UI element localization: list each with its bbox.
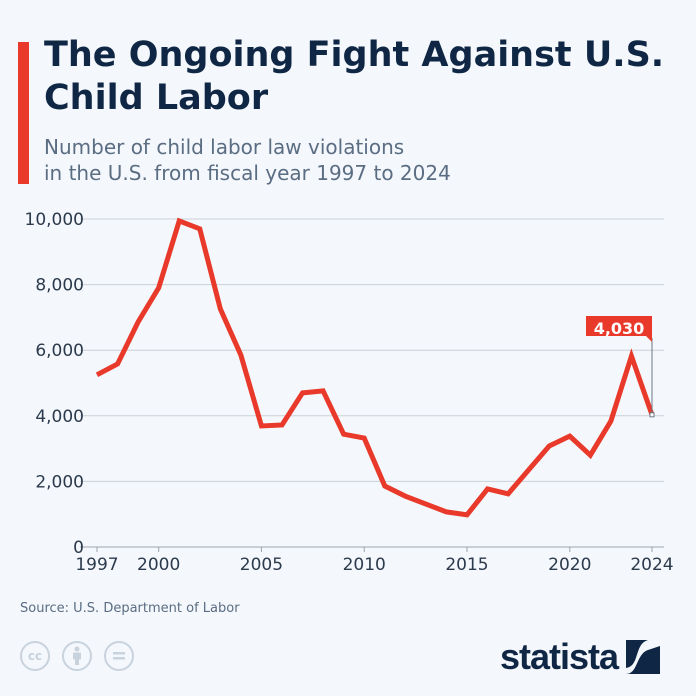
logo-text: statista <box>500 636 619 677</box>
annotation-marker <box>649 412 655 418</box>
y-tick-label: 0 <box>73 538 84 558</box>
series-line <box>95 217 655 518</box>
x-tick-label: 2005 <box>240 555 283 575</box>
y-tick-label: 4,000 <box>35 407 84 427</box>
annotation-badge <box>586 316 652 342</box>
subtitle: Number of child labor law violations in … <box>44 134 451 186</box>
x-tick-label: 2010 <box>343 555 386 575</box>
no-derivatives-icon[interactable] <box>104 641 134 671</box>
x-tick-label: 2020 <box>548 555 591 575</box>
y-tick-label: 6,000 <box>35 341 84 361</box>
x-tick-label: 2024 <box>630 555 673 575</box>
attribution-icon[interactable] <box>62 641 92 671</box>
x-tick-label: 2015 <box>445 555 488 575</box>
source-note: Source: U.S. Department of Labor <box>20 601 240 616</box>
subtitle-line-1: Number of child labor law violations <box>44 135 405 159</box>
statista-logo[interactable]: statista <box>500 636 661 678</box>
x-tick-label: 1997 <box>75 555 118 575</box>
page-title: The Ongoing Fight Against U.S. Child Lab… <box>44 35 665 118</box>
subtitle-line-2: in the U.S. from fiscal year 1997 to 202… <box>44 161 451 185</box>
y-tick-label: 8,000 <box>35 276 84 296</box>
annotation-label: 4,030 <box>594 319 645 338</box>
statista-logo-icon <box>626 640 661 674</box>
accent-bar <box>18 42 29 184</box>
cc-icon[interactable]: cc <box>20 641 50 671</box>
x-tick-label: 2000 <box>137 555 180 575</box>
y-tick-label: 10,000 <box>25 210 84 230</box>
y-tick-label: 2,000 <box>35 472 84 492</box>
